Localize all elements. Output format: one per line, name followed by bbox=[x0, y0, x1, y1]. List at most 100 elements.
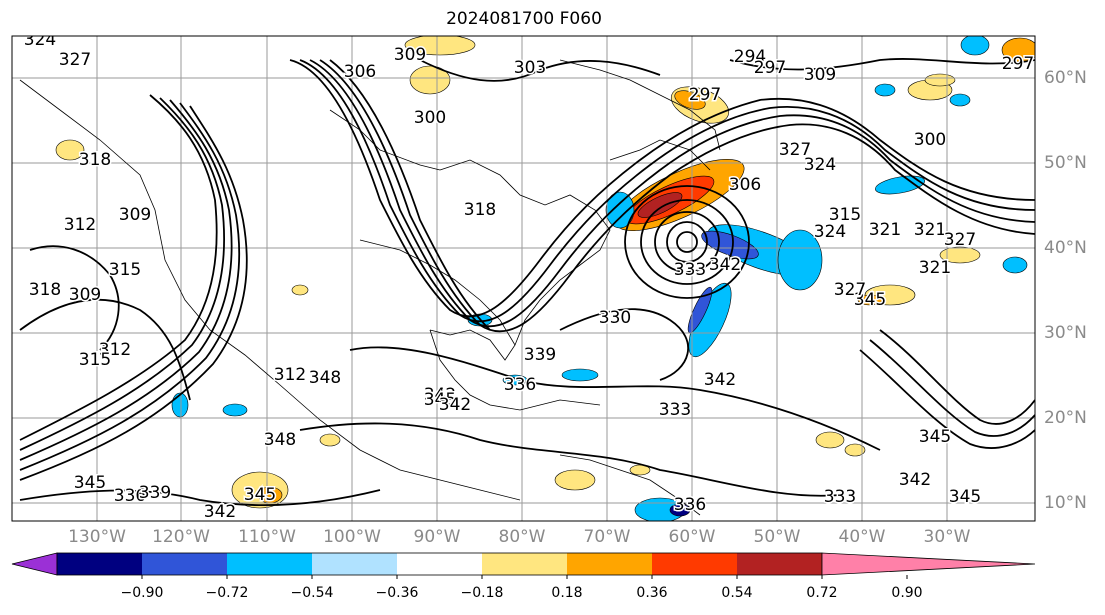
shaded-anomaly bbox=[605, 191, 635, 229]
colorbar-tick-label: −0.54 bbox=[290, 585, 334, 601]
contour-line bbox=[19, 97, 225, 451]
contour-label: 336 bbox=[674, 495, 706, 515]
coastline bbox=[329, 109, 441, 171]
shaded-anomaly bbox=[502, 374, 528, 386]
contour-label: 297 bbox=[1002, 54, 1034, 74]
contour-label: 312 bbox=[64, 215, 96, 235]
shaded-anomaly bbox=[924, 73, 956, 87]
colorbar-tick-label: 0.72 bbox=[806, 585, 838, 601]
contour-line bbox=[19, 94, 218, 441]
shaded-anomaly bbox=[319, 433, 341, 447]
lon-label: 110°W bbox=[238, 527, 296, 547]
contour-label: 321 bbox=[919, 258, 951, 278]
colorbar-segment bbox=[227, 553, 312, 575]
contour-line bbox=[869, 339, 1035, 437]
contour-label: 312 bbox=[274, 365, 306, 385]
contour-label: 294 bbox=[734, 47, 766, 67]
shaded-anomaly bbox=[777, 229, 823, 291]
contour-line bbox=[19, 99, 233, 461]
colorbar-segment bbox=[397, 553, 482, 575]
contour-label: 327 bbox=[59, 50, 91, 70]
contour-line bbox=[299, 422, 841, 497]
contour-label: 324 bbox=[804, 155, 836, 175]
contour-label: 339 bbox=[139, 483, 171, 503]
coastline bbox=[359, 239, 516, 361]
contour-line bbox=[319, 59, 1035, 333]
contour-label: 312 bbox=[99, 340, 131, 360]
shaded-anomaly bbox=[874, 83, 896, 97]
contour-label: 345 bbox=[74, 473, 106, 493]
shaded-anomaly bbox=[55, 139, 85, 161]
contour-line bbox=[19, 102, 241, 471]
contour-label: 309 bbox=[69, 285, 101, 305]
contour-label: 333 bbox=[824, 487, 856, 507]
contour-line bbox=[676, 231, 698, 253]
shaded-anomaly bbox=[815, 431, 845, 449]
shaded-anomaly bbox=[674, 90, 706, 110]
contour-label: 342 bbox=[709, 255, 741, 275]
colorbar-tick-label: 0.54 bbox=[721, 585, 753, 601]
colorbar bbox=[11, 552, 1036, 579]
shaded-anomaly bbox=[875, 175, 925, 195]
contour-line bbox=[289, 59, 1035, 318]
contour-line bbox=[19, 489, 381, 507]
contour-label: 318 bbox=[464, 200, 496, 220]
lat-label: 20°N bbox=[1044, 408, 1087, 428]
coastline bbox=[559, 59, 721, 151]
shaded-anomaly bbox=[939, 246, 981, 264]
shaded-anomaly bbox=[171, 392, 189, 418]
shaded-field bbox=[55, 36, 1035, 521]
contour-line bbox=[349, 346, 881, 451]
contour-label: 318 bbox=[79, 150, 111, 170]
contour-label: 333 bbox=[674, 260, 706, 280]
colorbar-segment bbox=[737, 553, 822, 575]
colorbar-extend-max bbox=[821, 552, 1036, 576]
coastlines bbox=[19, 59, 721, 516]
contour-label: 315 bbox=[79, 350, 111, 370]
contour-label: 342 bbox=[204, 502, 236, 522]
colorbar-segment bbox=[312, 553, 397, 575]
lon-label: 100°W bbox=[323, 527, 381, 547]
contour-label: 342 bbox=[439, 395, 471, 415]
map-title: 2024081700 F060 bbox=[446, 9, 602, 29]
contour-line bbox=[19, 105, 248, 481]
colorbar-segment bbox=[142, 553, 227, 575]
contour-lines bbox=[19, 58, 1035, 507]
contour-label: 315 bbox=[829, 205, 861, 225]
contour-label: 342 bbox=[704, 370, 736, 390]
contour-label: 321 bbox=[869, 220, 901, 240]
lon-label: 50°W bbox=[753, 527, 801, 547]
contour-label: 297 bbox=[754, 58, 786, 78]
lat-label: 40°N bbox=[1044, 238, 1087, 258]
contour-label: 309 bbox=[394, 45, 426, 65]
contour-label: 306 bbox=[344, 62, 376, 82]
colorbar-tick-label: 0.18 bbox=[551, 585, 583, 601]
shaded-anomaly bbox=[404, 36, 476, 56]
contour-line bbox=[654, 211, 720, 273]
lat-label: 50°N bbox=[1044, 153, 1087, 173]
contour-line bbox=[859, 349, 1035, 449]
contour-label: 327 bbox=[834, 280, 866, 300]
shaded-anomaly bbox=[222, 403, 248, 417]
contour-line bbox=[299, 59, 1035, 323]
lon-label: 60°W bbox=[668, 527, 716, 547]
lon-label: 90°W bbox=[413, 527, 461, 547]
contour-line bbox=[19, 298, 191, 401]
contour-label: 300 bbox=[914, 130, 946, 150]
contour-label: 345 bbox=[424, 390, 456, 410]
coastline bbox=[559, 454, 701, 516]
contour-label: 345 bbox=[244, 485, 276, 505]
shaded-anomaly bbox=[669, 503, 691, 517]
contour-label: 327 bbox=[944, 230, 976, 250]
contour-line bbox=[666, 221, 708, 263]
lon-label: 70°W bbox=[583, 527, 631, 547]
colorbar-tick-label: −0.90 bbox=[120, 585, 164, 601]
contour-line bbox=[29, 245, 120, 351]
contour-label: 333 bbox=[659, 400, 691, 420]
contour-label: 336 bbox=[504, 375, 536, 395]
colorbar-tick-label: −0.72 bbox=[205, 585, 249, 601]
shaded-anomaly bbox=[844, 443, 866, 457]
contour-label: 303 bbox=[514, 58, 546, 78]
colorbar-segment bbox=[567, 553, 652, 575]
